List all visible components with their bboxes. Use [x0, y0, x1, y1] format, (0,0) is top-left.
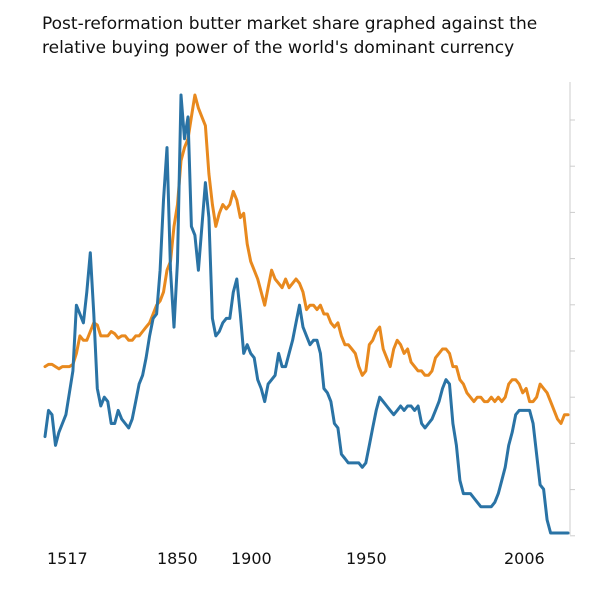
x-tick-label-1850: 1850: [157, 549, 198, 568]
series-line-orange: [43, 93, 570, 425]
x-tick-label-1900: 1900: [231, 549, 272, 568]
series-layer: [43, 93, 570, 535]
x-tick-label-1517: 1517: [47, 549, 88, 568]
x-tick-label-1950: 1950: [346, 549, 387, 568]
x-axis: 1517 1850 1900 1950 2006: [47, 549, 545, 568]
chart-title: Post-reformation butter market share gra…: [42, 14, 538, 58]
y-axis: [569, 82, 575, 537]
y-axis-ticks: [570, 119, 575, 537]
x-tick-label-2006: 2006: [504, 549, 545, 568]
series-line-blue: [43, 93, 570, 535]
